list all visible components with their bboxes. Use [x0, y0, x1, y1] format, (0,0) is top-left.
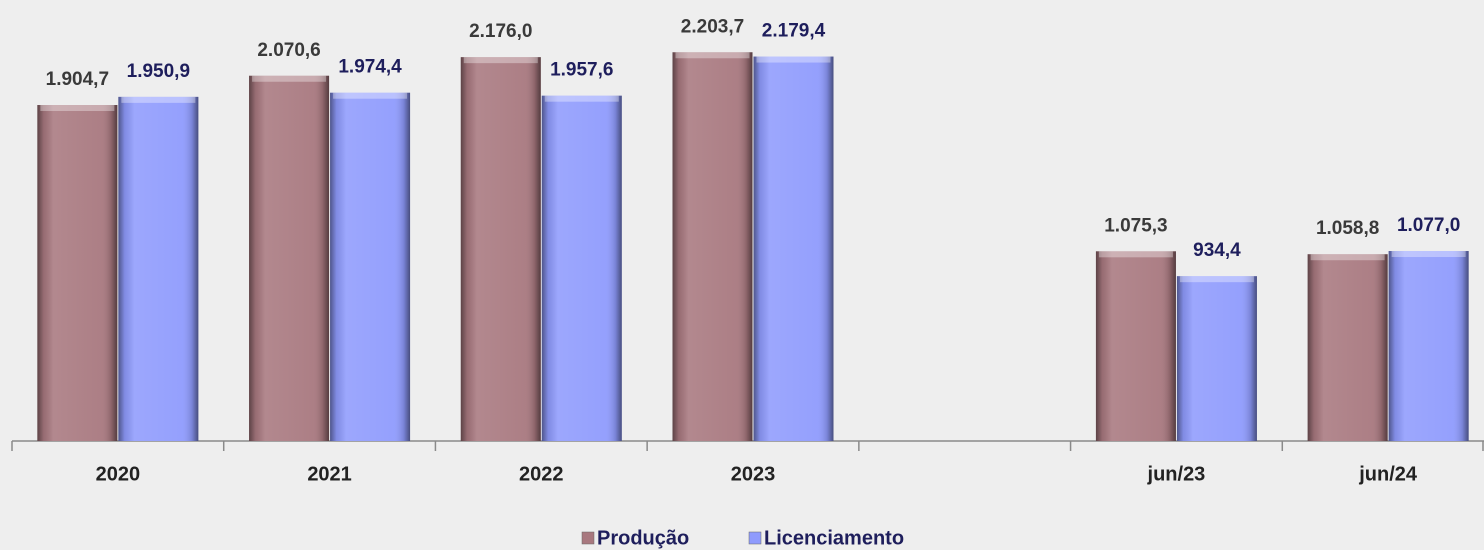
value-label: 934,4 — [1193, 240, 1241, 261]
bar-shade — [1388, 251, 1469, 441]
legend-swatch — [748, 531, 762, 545]
value-label: 1.077,0 — [1397, 215, 1460, 236]
bar-cap — [544, 95, 619, 102]
value-label: 1.904,7 — [46, 69, 109, 90]
value-label: 1.950,9 — [127, 61, 190, 82]
bar-shade — [460, 57, 541, 442]
value-label: 1.957,6 — [550, 60, 613, 81]
x-tick-label: 2022 — [519, 463, 564, 485]
value-label: 2.179,4 — [762, 21, 826, 42]
bar-shade — [1176, 276, 1257, 441]
bar-shade — [1095, 251, 1176, 441]
bar-cap — [1391, 251, 1466, 258]
x-tick-label: jun/24 — [1358, 463, 1418, 485]
bar-cap — [40, 105, 115, 112]
legend-label: Produção — [597, 527, 689, 549]
value-label: 2.203,7 — [681, 16, 744, 37]
bar-cap — [1098, 251, 1173, 258]
bar-cap — [1310, 254, 1385, 261]
bar-cap — [1179, 276, 1254, 283]
x-tick-label: 2021 — [307, 463, 352, 485]
legend-label: Licenciamento — [764, 527, 904, 549]
bar-shade — [330, 92, 411, 441]
bar-shade — [541, 95, 622, 442]
bar-shade — [37, 105, 118, 441]
bar-cap — [463, 57, 538, 64]
x-tick-label: 2020 — [96, 463, 141, 485]
x-tick-label: 2023 — [731, 463, 776, 485]
value-label: 1.058,8 — [1316, 218, 1379, 239]
bar-cap — [333, 92, 408, 99]
bar-shade — [753, 56, 834, 442]
bar-cap — [252, 75, 327, 82]
bar-shade — [118, 96, 199, 441]
bar-shade — [672, 52, 753, 441]
bar-cap — [675, 52, 750, 59]
bar-shade — [249, 75, 330, 442]
bar-cap — [756, 56, 831, 63]
legend-swatch — [581, 531, 595, 545]
x-tick-label: jun/23 — [1147, 463, 1206, 485]
value-label: 2.176,0 — [469, 21, 532, 42]
value-label: 1.075,3 — [1104, 215, 1167, 236]
value-label: 1.974,4 — [338, 57, 402, 78]
bar-cap — [121, 96, 196, 103]
value-label: 2.070,6 — [257, 40, 320, 61]
bar-shade — [1307, 254, 1388, 441]
